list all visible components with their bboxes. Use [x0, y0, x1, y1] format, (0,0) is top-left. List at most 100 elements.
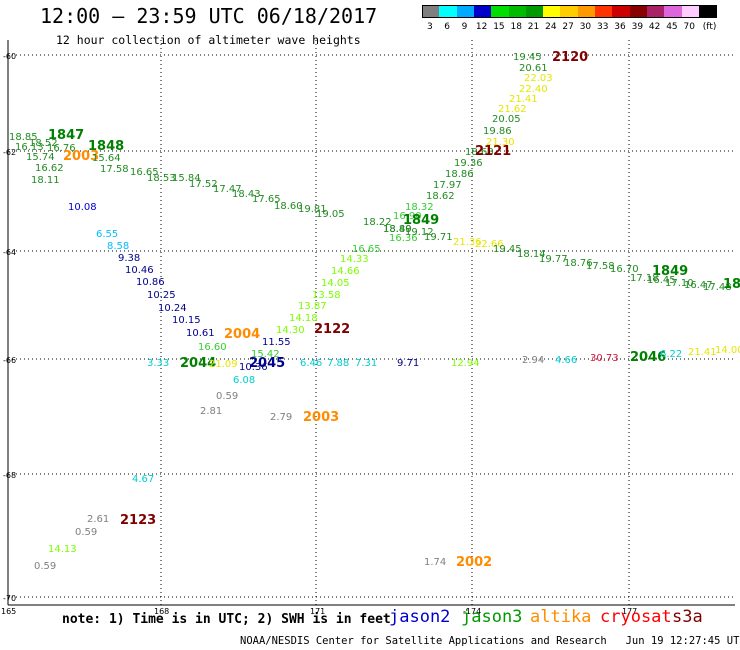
wave-height-value: 7.88 — [327, 358, 349, 369]
wave-height-value: 21.36 — [453, 237, 482, 248]
legend-label: 42 — [648, 22, 661, 32]
wave-height-value: 15.42 — [251, 349, 280, 360]
wave-height-value: 19.81 — [298, 204, 327, 215]
wave-height-value: 16.65 — [130, 167, 159, 178]
wave-height-value: 2.81 — [200, 406, 222, 417]
legend-swatch — [646, 5, 665, 18]
wave-height-value: 16.47 — [684, 280, 713, 291]
wave-height-value: 7.31 — [355, 358, 377, 369]
wave-height-value: 15.64 — [92, 153, 121, 164]
legend-label: 24 — [545, 22, 557, 32]
wave-height-value: 1.74 — [424, 557, 446, 568]
legend-frame — [422, 5, 717, 18]
wave-height-value: 0.59 — [75, 527, 97, 538]
wave-height-value: 10.24 — [158, 303, 187, 314]
wave-height-value: 14.33 — [340, 254, 369, 265]
wave-height-value: 17.47 — [213, 184, 242, 195]
wave-height-value: 10.08 — [68, 202, 97, 213]
wave-height-value: 4.66 — [555, 355, 577, 366]
legend-label: 33 — [597, 22, 609, 32]
wave-height-value: 17.48 — [703, 282, 732, 293]
wave-height-value: 6.46 — [300, 358, 322, 369]
wave-height-value: 10.15 — [172, 315, 201, 326]
wave-height-value: 19.12 — [405, 227, 434, 238]
wave-height-value: 17.65 — [252, 194, 281, 205]
wave-height-value: 11.55 — [262, 337, 291, 348]
wave-height-value: 10.61 — [186, 328, 215, 339]
wave-height-value: 17.58 — [100, 164, 129, 175]
legend-swatch — [525, 5, 544, 18]
pass-time-label: 2046 — [630, 350, 666, 365]
legend-swatch — [560, 5, 579, 18]
legend-label: 45 — [666, 22, 678, 32]
wave-height-value: 18.68 — [465, 147, 494, 158]
wave-height-value: 17.10 — [665, 278, 694, 289]
wave-height-value: 6.08 — [233, 375, 255, 386]
legend-label: 39 — [631, 22, 644, 32]
wave-height-value: 19.71 — [424, 232, 453, 243]
wave-height-value: 10.25 — [147, 290, 176, 301]
wave-height-value: 13.58 — [312, 290, 341, 301]
wave-height-value: 2.79 — [270, 412, 292, 423]
wave-height-value: 19.45 — [493, 244, 522, 255]
wave-height-value: 16.76 — [47, 143, 76, 154]
legend-unit: (ft) — [702, 22, 717, 32]
wave-height-value: 21.41 — [688, 347, 717, 358]
wave-height-value: 18.49 — [383, 224, 412, 235]
legend-swatch — [664, 5, 682, 18]
wave-height-value: 19.36 — [454, 158, 483, 169]
wave-height-value: 12.94 — [451, 358, 480, 369]
legend-label: 21 — [527, 22, 540, 32]
latitude-label: -70 — [3, 594, 16, 603]
wave-height-value: 14.13 — [48, 544, 77, 555]
wave-height-value: 2.94 — [522, 355, 544, 366]
legend-label: 3 — [427, 22, 433, 32]
note-text: note: 1) Time is in UTC; 2) SWH is in fe… — [62, 612, 391, 627]
latitude-label: -68 — [3, 471, 16, 480]
wave-height-value: 8.58 — [107, 241, 129, 252]
latitude-label: -62 — [3, 148, 16, 157]
legend-label: 30 — [579, 22, 592, 32]
legend-swatch — [422, 5, 440, 18]
wave-height-readings: 19.45 212020.6122.0322.4021.4121.6220.051… — [9, 50, 740, 572]
legend-swatch — [439, 5, 458, 18]
longitude-label: -174 — [463, 607, 481, 616]
wave-height-value: 3.33 — [147, 358, 169, 369]
pass-time-label: 2122 — [314, 322, 350, 337]
pass-time-label: 2002 — [456, 555, 492, 570]
legend-label: 36 — [614, 22, 626, 32]
legend-label: 6 — [444, 22, 451, 32]
wave-height-value: 19.05 — [316, 209, 345, 220]
legend-swatch — [491, 5, 509, 18]
satellite-s3a: s3a — [672, 607, 703, 627]
legend-label: 9 — [461, 22, 468, 32]
wave-height-value: 18.32 — [405, 202, 434, 213]
wave-height-value: 21.09 — [209, 359, 238, 370]
wave-height-value: 22.40 — [519, 84, 548, 95]
wave-height-value: 18.11 — [31, 175, 60, 186]
wave-height-value: 19.45 — [513, 52, 542, 63]
pass-time-label: 2003 — [63, 149, 99, 164]
legend-swatch — [629, 5, 648, 18]
wave-height-value: 4.67 — [132, 474, 154, 485]
wave-height-value: 10.46 — [125, 265, 154, 276]
wave-height-value: 21.62 — [498, 104, 527, 115]
legend-swatch — [577, 5, 596, 18]
map-subtitle: 12 hour collection of altimeter wave hei… — [56, 33, 361, 47]
pass-time-label: 1847 — [48, 128, 84, 143]
map-title: 12:00 – 23:59 UTC 06/18/2017 — [40, 4, 378, 28]
map-axes: -60 -62 -64 -66 -68 -70 165 168 171 -174 177 — [1, 52, 637, 616]
wave-height-value: 18.22 — [363, 217, 392, 228]
wave-height-value: 22.66 — [475, 239, 504, 250]
wave-height-value: 15.74 — [26, 152, 55, 163]
legend-swatch — [595, 5, 613, 18]
wave-height-value: 18.85 — [9, 132, 38, 143]
pass-time-label: 2004 — [224, 327, 260, 342]
legend-swatch — [473, 5, 492, 18]
pass-time-label: 18 — [723, 277, 740, 292]
wave-height-value: 0.59 — [34, 561, 56, 572]
satellite-altika: altika — [530, 607, 592, 627]
pass-time-label: 2045 — [249, 356, 285, 371]
wave-height-value: 17.58 — [586, 261, 615, 272]
